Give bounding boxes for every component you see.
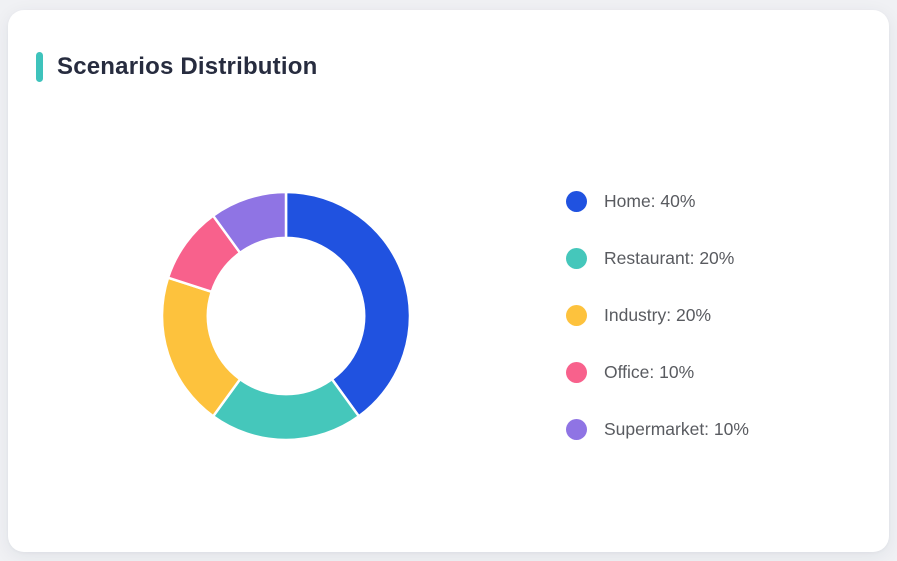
legend-label-home: Home: 40% [604, 191, 696, 211]
chart-legend: Home: 40% Restaurant: 20% Industry: 20% … [566, 191, 749, 440]
title-accent-bar [36, 52, 43, 82]
legend-item-home[interactable]: Home: 40% [566, 191, 749, 212]
card-header: Scenarios Distribution [36, 52, 317, 82]
donut-chart-svg[interactable] [156, 186, 416, 446]
donut-slice-industry[interactable] [160, 276, 242, 418]
legend-label-supermarket: Supermarket: 10% [604, 419, 749, 439]
legend-dot-home [566, 191, 587, 212]
legend-label-industry: Industry: 20% [604, 305, 711, 325]
legend-label-office: Office: 10% [604, 362, 695, 382]
donut-chart[interactable] [156, 186, 416, 446]
legend-dot-industry [566, 305, 587, 326]
legend-dot-restaurant [566, 248, 587, 269]
card-title: Scenarios Distribution [57, 53, 318, 80]
scenarios-distribution-card: Scenarios Distribution Home: 40% Restaur… [8, 10, 889, 552]
legend-dot-office [566, 362, 587, 383]
legend-label-restaurant: Restaurant: 20% [604, 248, 735, 268]
donut-slice-home[interactable] [284, 190, 412, 418]
legend-item-industry[interactable]: Industry: 20% [566, 305, 749, 326]
legend-item-restaurant[interactable]: Restaurant: 20% [566, 248, 749, 269]
legend-item-office[interactable]: Office: 10% [566, 362, 749, 383]
donut-slice-supermarket[interactable] [211, 190, 288, 255]
legend-dot-supermarket [566, 419, 587, 440]
legend-item-supermarket[interactable]: Supermarket: 10% [566, 419, 749, 440]
